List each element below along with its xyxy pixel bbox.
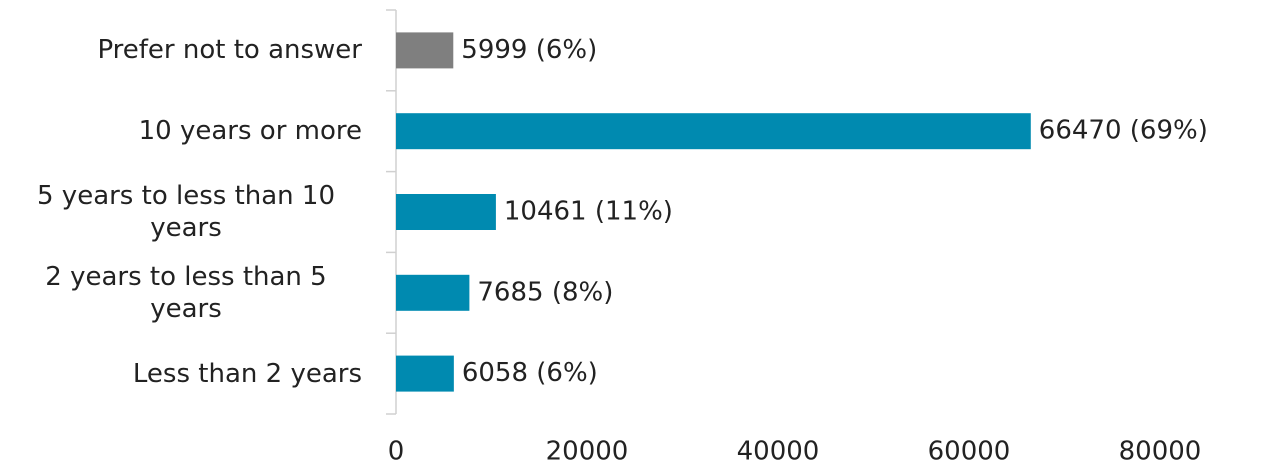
x-tick-label: 80000 — [1119, 437, 1202, 467]
x-tick-label: 0 — [388, 437, 405, 467]
bar — [396, 113, 1031, 150]
category-label: 10 years or more — [138, 116, 362, 147]
bar — [396, 355, 454, 392]
bar — [396, 32, 454, 69]
category-label-box: Prefer not to answer — [2, 34, 362, 66]
value-label: 7685 (8%) — [477, 277, 613, 307]
category-label-box: 5 years to less than 10 years — [2, 180, 362, 244]
category-label: 2 years to less than 5 years — [45, 261, 327, 324]
category-label-box: Less than 2 years — [2, 358, 362, 390]
category-label-box: 10 years or more — [2, 115, 362, 147]
value-label: 5999 (6%) — [461, 35, 597, 65]
value-label: 66470 (69%) — [1039, 116, 1208, 146]
category-label: 5 years to less than 10 years — [37, 181, 335, 243]
x-tick-label: 20000 — [546, 437, 629, 467]
category-label: Prefer not to answer — [97, 35, 362, 66]
x-tick-label: 60000 — [928, 437, 1011, 467]
value-label: 10461 (11%) — [504, 197, 673, 227]
bar — [396, 194, 496, 230]
bar — [396, 274, 470, 311]
x-tick-label: 40000 — [737, 437, 820, 467]
category-label: Less than 2 years — [132, 358, 362, 389]
value-label: 6058 (6%) — [462, 358, 598, 388]
category-label-box: 2 years to less than 5 years — [2, 261, 362, 325]
